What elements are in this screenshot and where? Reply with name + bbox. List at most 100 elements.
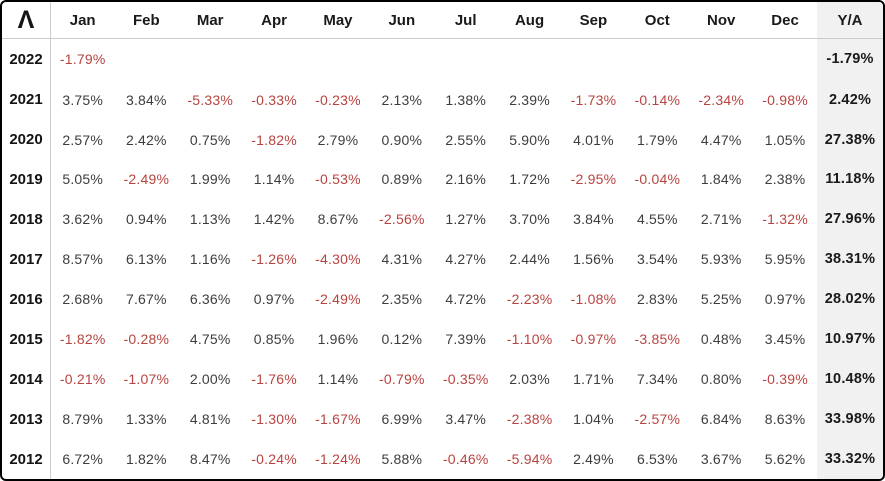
monthly-return-cell: 2.39% — [509, 91, 550, 108]
monthly-return-cell: 3.84% — [125, 91, 167, 108]
monthly-return-cell: 1.96% — [317, 331, 359, 348]
table-body: 2022 -1.79% -1.79% 2021 3.75% 3.84% -5.33% -0.3… — [2, 38, 883, 479]
monthly-return-cell: 2.35% — [381, 291, 423, 308]
monthly-return-cell: 5.90% — [509, 131, 550, 148]
monthly-return-cell: -0.33% — [251, 91, 297, 108]
monthly-return-cell: 4.27% — [445, 251, 487, 268]
monthly-return-cell: -0.24% — [251, 451, 297, 468]
monthly-return-cell: 7.67% — [125, 291, 167, 308]
year-label: 2019 — [2, 159, 51, 200]
lambda-logo-icon: Λ — [2, 2, 51, 39]
annual-return-cell: 10.48% — [817, 359, 883, 400]
monthly-return-cell: -0.21% — [59, 371, 106, 388]
monthly-return-cell: -3.85% — [634, 331, 681, 348]
monthly-return-cell: 4.55% — [636, 211, 678, 228]
annual-return-cell: 27.38% — [817, 119, 883, 160]
monthly-return-cell: -0.14% — [634, 91, 681, 108]
monthly-return-cell: -2.23% — [506, 291, 553, 308]
monthly-return-cell: 3.75% — [62, 91, 104, 108]
monthly-return-cell: 2.71% — [700, 211, 742, 228]
header-row: Λ Jan Feb Mar Apr May Jun Jul Aug Sep Oct Nov Dec Y/… — [2, 2, 883, 39]
annual-return-cell: 11.18% — [817, 159, 883, 200]
monthly-return-cell: -0.97% — [570, 331, 617, 348]
monthly-return-cell: 2.00% — [189, 371, 231, 388]
monthly-return-cell: 1.14% — [317, 371, 359, 388]
column-header-month: Aug — [497, 2, 562, 39]
monthly-return-cell: 0.12% — [381, 331, 423, 348]
column-header-month: Jul — [433, 2, 498, 39]
monthly-return-cell: 6.99% — [381, 411, 423, 428]
column-header-month: Jun — [369, 2, 434, 39]
column-header-month: Nov — [689, 2, 754, 39]
monthly-return-cell — [689, 39, 753, 80]
monthly-return-cell: 5.05% — [62, 171, 104, 188]
table-row: 2017 8.57% 6.13% 1.16% -1.26% -4.30% 4.31% 4.27… — [2, 239, 883, 280]
monthly-return-cell: -2.49% — [123, 171, 170, 188]
monthly-return-cell: 7.34% — [636, 371, 678, 388]
monthly-return-cell: 4.01% — [573, 131, 614, 148]
year-label: 2018 — [2, 199, 51, 240]
monthly-return-cell: -2.49% — [315, 291, 361, 308]
monthly-return-cell: -0.39% — [762, 371, 808, 388]
monthly-return-cell: -1.08% — [570, 291, 617, 308]
monthly-return-cell: 0.85% — [253, 331, 295, 348]
column-header-month: Feb — [114, 2, 179, 39]
monthly-return-cell: 2.83% — [636, 291, 678, 308]
monthly-return-cell: 2.42% — [125, 131, 167, 148]
monthly-return-cell: 6.36% — [189, 291, 231, 308]
column-header-month: Mar — [178, 2, 243, 39]
monthly-return-cell: -1.79% — [59, 51, 106, 68]
monthly-return-cell: 1.71% — [573, 371, 614, 388]
annual-return-cell: 27.96% — [817, 199, 883, 240]
monthly-return-cell: 1.04% — [573, 411, 614, 428]
monthly-return-cell — [114, 39, 178, 80]
annual-return-cell: 10.97% — [817, 319, 883, 360]
monthly-return-cell — [178, 39, 242, 80]
table-row: 2016 2.68% 7.67% 6.36% 0.97% -2.49% 2.35% 4.72%… — [2, 279, 883, 320]
monthly-return-cell: 8.67% — [317, 211, 359, 228]
monthly-return-cell: 0.94% — [125, 211, 167, 228]
monthly-return-cell: 2.16% — [445, 171, 487, 188]
monthly-return-cell: -0.79% — [379, 371, 425, 388]
monthly-return-cell: 2.79% — [317, 131, 359, 148]
monthly-return-cell: 1.33% — [125, 411, 167, 428]
monthly-return-cell: -4.30% — [315, 251, 361, 268]
annual-return-cell: 38.31% — [817, 239, 883, 280]
monthly-return-cell: 2.13% — [381, 91, 423, 108]
monthly-return-cell: -0.46% — [442, 451, 489, 468]
monthly-return-cell: -1.73% — [570, 91, 617, 108]
monthly-return-cell: -1.26% — [251, 251, 297, 268]
year-label: 2015 — [2, 319, 51, 360]
monthly-return-cell: 2.38% — [764, 171, 806, 188]
monthly-return-cell: 6.84% — [700, 411, 742, 428]
column-header-month: Jan — [50, 2, 115, 39]
monthly-return-cell: 0.75% — [189, 131, 231, 148]
monthly-return-cell: -0.53% — [315, 171, 361, 188]
monthly-return-cell: 8.47% — [189, 451, 231, 468]
monthly-return-cell — [242, 39, 306, 80]
year-label: 2013 — [2, 399, 51, 440]
monthly-return-cell: 4.72% — [445, 291, 487, 308]
column-header-month: Dec — [753, 2, 817, 39]
monthly-return-cell: 3.45% — [764, 331, 806, 348]
monthly-return-cell: -5.94% — [506, 451, 553, 468]
monthly-return-cell: 6.53% — [636, 451, 678, 468]
monthly-return-cell: 8.57% — [62, 251, 104, 268]
monthly-return-cell — [498, 39, 562, 80]
table-row: 2020 2.57% 2.42% 0.75% -1.82% 2.79% 0.90% 2.55%… — [2, 119, 883, 160]
table-row: 2013 8.79% 1.33% 4.81% -1.30% -1.67% 6.99% 3.47… — [2, 399, 883, 440]
column-header-month: Oct — [625, 2, 690, 39]
monthly-return-cell: 4.47% — [700, 131, 742, 148]
monthly-return-cell: 2.44% — [509, 251, 550, 268]
monthly-return-cell — [370, 39, 434, 80]
annual-return-cell: 33.98% — [817, 399, 883, 440]
monthly-return-cell: -2.95% — [570, 171, 617, 188]
monthly-return-cell: -1.76% — [251, 371, 297, 388]
column-header-month: May — [306, 2, 370, 39]
year-label: 2012 — [2, 439, 51, 479]
monthly-return-cell: -0.23% — [315, 91, 361, 108]
annual-return-cell: 28.02% — [817, 279, 883, 320]
monthly-return-cell: 8.63% — [764, 411, 806, 428]
monthly-return-cell: 4.31% — [381, 251, 423, 268]
table-row: 2015 -1.82% -0.28% 4.75% 0.85% 1.96% 0.12% 7.39… — [2, 319, 883, 360]
